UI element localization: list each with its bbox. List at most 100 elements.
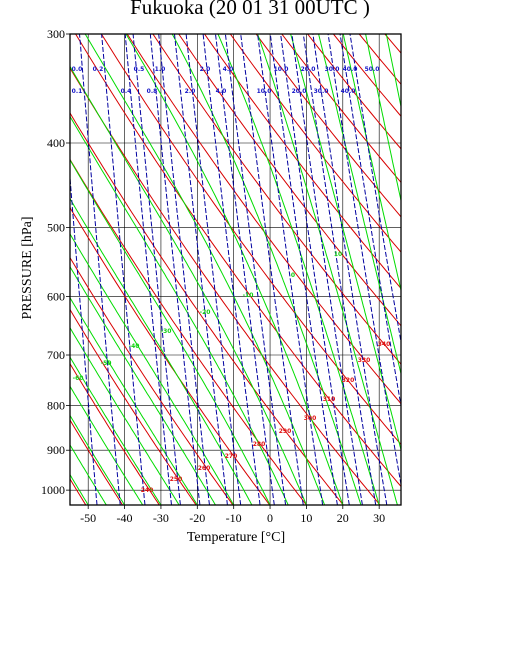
dry-adiabat bbox=[488, 34, 510, 505]
mixing-ratio-label: 50.0 bbox=[365, 66, 380, 73]
dry-adiabat-label: 330 bbox=[358, 357, 371, 364]
mixing-ratio-label: 4.0 bbox=[223, 66, 234, 73]
moist-adiabat bbox=[70, 158, 271, 505]
dry-adiabat bbox=[70, 256, 234, 505]
mixing-ratio-line bbox=[185, 34, 242, 505]
moist-adiabat bbox=[70, 356, 162, 505]
moist-adiabat-label: -40 bbox=[129, 343, 140, 350]
moist-adiabat bbox=[70, 326, 180, 505]
x-axis-label: Temperature [°C] bbox=[187, 530, 285, 545]
dry-adiabat bbox=[75, 34, 401, 488]
dry-adiabat-label: 320 bbox=[342, 377, 355, 384]
dry-adiabat bbox=[358, 34, 401, 85]
moist-adiabat bbox=[171, 34, 362, 505]
mixing-ratio-label: 1.0 bbox=[155, 66, 166, 73]
mixing-ratio-line bbox=[149, 34, 201, 505]
moist-adiabat bbox=[70, 473, 89, 505]
moist-adiabat-label: -60 bbox=[73, 375, 84, 382]
mixing-ratio-line bbox=[280, 34, 350, 505]
moist-adiabat bbox=[70, 504, 71, 505]
y-tick-label: 500 bbox=[47, 221, 65, 235]
y-tick-label: 600 bbox=[47, 290, 65, 304]
mixing-ratio-label: 0.8 bbox=[147, 88, 158, 95]
mixing-ratio-label: 20.0 bbox=[301, 66, 316, 73]
moist-adiabat bbox=[70, 115, 289, 505]
moist-adiabat-label: -30 bbox=[161, 328, 172, 335]
dry-adiabat-label: 260 bbox=[198, 465, 211, 472]
moist-adiabat bbox=[84, 34, 326, 505]
x-tick-label: -40 bbox=[117, 511, 133, 525]
dry-adiabat bbox=[281, 34, 401, 184]
moist-adiabat bbox=[70, 265, 216, 505]
dry-adiabat-label: 290 bbox=[279, 428, 292, 435]
dry-adiabat-label: 300 bbox=[304, 415, 317, 422]
mixing-ratio-line bbox=[349, 34, 401, 346]
mixing-ratio-label: 2.0 bbox=[185, 88, 196, 95]
x-tick-label: 10 bbox=[300, 511, 312, 525]
dry-adiabat bbox=[70, 419, 123, 505]
moist-adiabat bbox=[70, 197, 253, 505]
mixing-ratio-line bbox=[79, 34, 121, 505]
mixing-ratio-line bbox=[269, 34, 338, 505]
dry-adiabat bbox=[152, 34, 401, 365]
moist-adiabat bbox=[70, 443, 107, 505]
dry-adiabat-label: 240 bbox=[141, 487, 154, 494]
mixing-ratio-label: 20.0 bbox=[292, 88, 307, 95]
mixing-ratio-label: 0.0 bbox=[72, 66, 83, 73]
x-tick-label: -50 bbox=[80, 511, 96, 525]
y-tick-label: 400 bbox=[47, 136, 65, 150]
y-tick-label: 900 bbox=[47, 443, 65, 457]
mixing-ratio-line bbox=[302, 34, 377, 505]
moist-adiabat bbox=[70, 65, 307, 505]
y-axis-label: PRESSURE [hPa] bbox=[20, 216, 35, 319]
y-tick-label: 1000 bbox=[41, 483, 65, 497]
mixing-ratio-label: 40.0 bbox=[341, 88, 356, 95]
mixing-ratio-label: 0.1 bbox=[72, 88, 83, 95]
moist-adiabat bbox=[342, 34, 401, 293]
mixing-ratio-label: 10.0 bbox=[257, 88, 272, 95]
mixing-ratio-label: 0.4 bbox=[121, 88, 132, 95]
mixing-ratio-line bbox=[158, 34, 210, 505]
dry-adiabat bbox=[178, 34, 401, 327]
moist-adiabat bbox=[290, 34, 401, 452]
x-tick-label: 30 bbox=[373, 511, 385, 525]
x-tick-label: -20 bbox=[189, 511, 205, 525]
x-tick-label: 20 bbox=[337, 511, 349, 525]
mixing-ratio-label: 0.5 bbox=[134, 66, 145, 73]
dry-adiabat bbox=[437, 34, 510, 505]
y-tick-labels: 300 400 500 600 700 800 900 1000 bbox=[41, 27, 70, 497]
dry-adiabat bbox=[100, 34, 401, 446]
moist-adiabat-label: -20 bbox=[200, 309, 211, 316]
isoline-labels: 0.0 0.2 0.5 1.0 2.0 4.0 10.0 20.0 30.0 40.0 50.00.… bbox=[72, 66, 391, 494]
moist-adiabat-label: -10 bbox=[243, 292, 254, 299]
mixing-ratio-label: 40.0 bbox=[343, 66, 358, 73]
moist-adiabat-label: 10 bbox=[334, 251, 342, 258]
dry-adiabat bbox=[384, 34, 401, 54]
mixing-ratio-label: 30.0 bbox=[314, 88, 329, 95]
moist-adiabat bbox=[318, 34, 401, 376]
dry-adiabat-label: 250 bbox=[170, 476, 183, 483]
line-layer bbox=[70, 34, 510, 505]
moist-adiabat-label: 0 bbox=[291, 272, 295, 279]
dry-adiabat bbox=[70, 477, 87, 505]
dry-adiabat-label: 280 bbox=[253, 441, 266, 448]
dry-adiabat bbox=[70, 67, 381, 505]
mixing-ratio-label: 10.0 bbox=[274, 66, 289, 73]
moist-adiabat bbox=[70, 414, 126, 505]
x-tick-label: -30 bbox=[153, 511, 169, 525]
dry-adiabat bbox=[70, 362, 160, 505]
moist-adiabat bbox=[217, 34, 380, 505]
y-tick-label: 300 bbox=[47, 27, 65, 41]
mixing-ratio-line bbox=[312, 34, 388, 505]
moist-adiabat-label: -50 bbox=[101, 360, 112, 367]
chart-title: Fukuoka (20 01 31 00UTC ) bbox=[130, 0, 370, 19]
moist-adiabat bbox=[70, 385, 144, 505]
mixing-ratio-label: 4.0 bbox=[216, 88, 227, 95]
moist-adiabat bbox=[257, 34, 398, 505]
mixing-ratio-line bbox=[202, 34, 261, 505]
y-tick-label: 700 bbox=[47, 348, 65, 362]
dry-adiabat bbox=[126, 34, 401, 405]
mixing-ratio-line bbox=[215, 34, 275, 505]
dry-adiabat bbox=[333, 34, 401, 117]
